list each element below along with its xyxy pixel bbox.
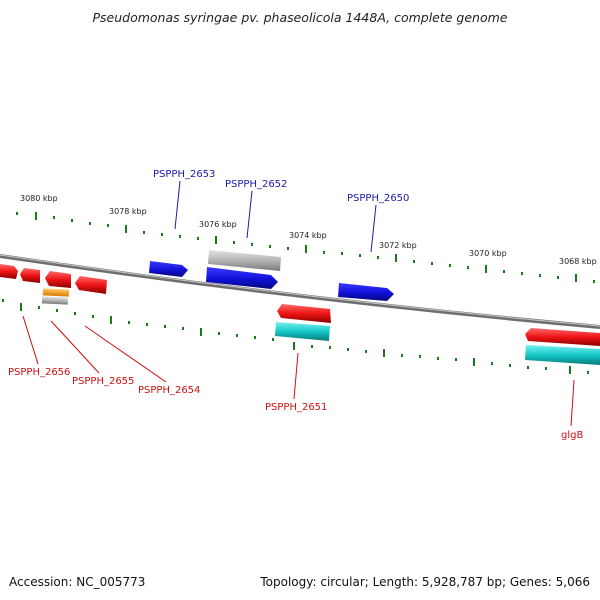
scale-label-3074: 3074 kbp	[289, 231, 327, 240]
gene-feature-pspph-2655-gray[interactable]	[41, 296, 69, 305]
gene-feature-pspph-2652-pseudo[interactable]	[208, 250, 281, 271]
scale-label-3072: 3072 kbp	[379, 241, 417, 250]
gene-label-pspph-2656[interactable]: PSPPH_2656	[8, 367, 70, 378]
gene-label-pspph-2651[interactable]: PSPPH_2651	[265, 402, 327, 413]
scale-label-3080: 3080 kbp	[20, 194, 58, 203]
gene-label-pspph-2655[interactable]: PSPPH_2655	[72, 376, 134, 387]
gene-label-pspph-2650[interactable]: PSPPH_2650	[347, 193, 409, 204]
scale-label-3070: 3070 kbp	[469, 249, 507, 258]
gene-feature-pspph-2653[interactable]	[149, 261, 188, 277]
gene-feature-pspph-2651[interactable]	[277, 304, 331, 323]
outer-scale-ticks	[16, 212, 595, 283]
inner-scale-ticks	[2, 299, 589, 374]
gene-label-glgb[interactable]: glgB	[561, 430, 583, 441]
gene-feature-left-edge[interactable]	[0, 264, 18, 279]
gene-feature-pspph-2654[interactable]	[75, 276, 107, 294]
topology-text: Topology: circular; Length: 5,928,787 bp…	[260, 575, 590, 589]
gene-label-pspph-2653[interactable]: PSPPH_2653	[153, 169, 215, 180]
gene-feature-pspph-2655-orange[interactable]	[42, 288, 70, 297]
gene-feature-pspph-2657[interactable]	[20, 268, 40, 283]
gene-feature-pspph-2656[interactable]	[45, 271, 71, 288]
accession-text: Accession: NC_005773	[9, 575, 146, 589]
gene-label-pspph-2652[interactable]: PSPPH_2652	[225, 179, 287, 190]
gene-feature-glgb-rna[interactable]	[525, 345, 600, 365]
gene-feature-pspph-2652[interactable]	[206, 267, 278, 289]
scale-label-3068: 3068 kbp	[559, 257, 597, 266]
map-title: Pseudomonas syringae pv. phaseolicola 14…	[92, 10, 508, 25]
gene-feature-glgb[interactable]	[525, 328, 600, 346]
gene-label-pspph-2654[interactable]: PSPPH_2654	[138, 385, 200, 396]
scale-label-3076: 3076 kbp	[199, 220, 237, 229]
scale-label-3078: 3078 kbp	[109, 207, 147, 216]
genome-backbone	[0, 254, 600, 329]
label-leader-lines	[22, 180, 575, 427]
gene-feature-pspph-2651-rna[interactable]	[275, 322, 330, 341]
gene-feature-pspph-2650[interactable]	[338, 283, 394, 301]
